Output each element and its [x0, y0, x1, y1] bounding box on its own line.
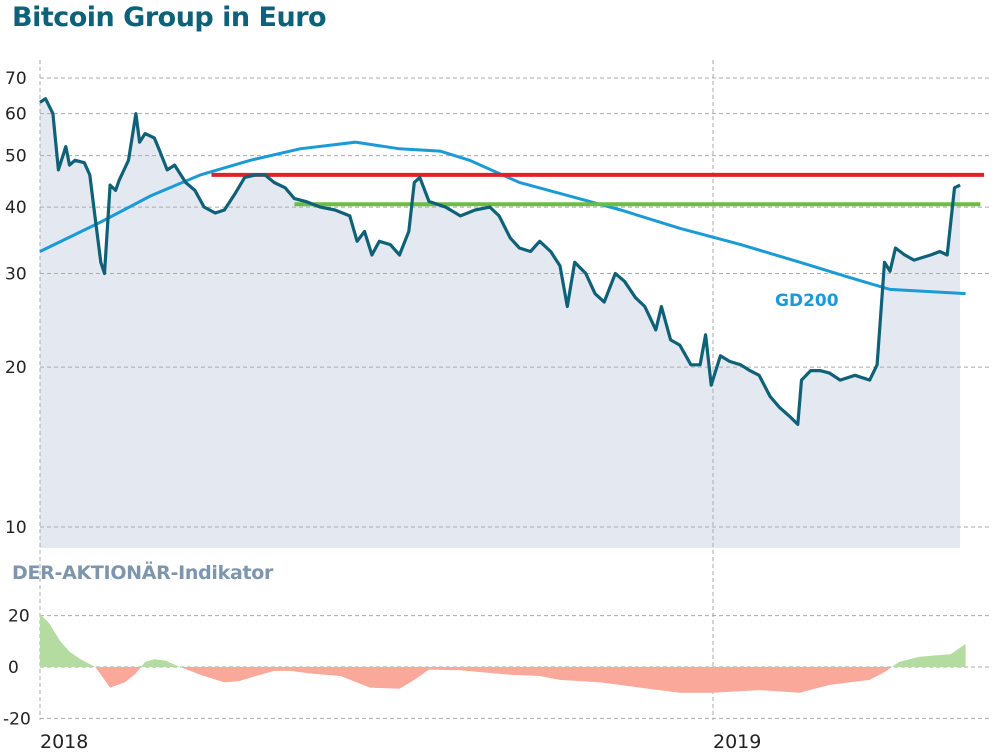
price-line: [39, 97, 961, 426]
indicator-y-tick-label: -20: [3, 709, 31, 729]
indicator-y-tick-label: 0: [8, 658, 19, 678]
price-y-tick-label: 30: [5, 265, 27, 285]
price-y-tick-label: 20: [5, 358, 27, 378]
price-y-tick-label: 50: [5, 147, 27, 167]
price-y-tick-label: 10: [5, 518, 27, 538]
gd200-line: [39, 140, 966, 296]
chart-title: Bitcoin Group in Euro: [12, 2, 327, 33]
gd200-label: GD200: [775, 291, 839, 311]
price-area: [40, 98, 961, 548]
indicator-y-tick-label: 20: [8, 607, 30, 627]
x-tick-label: 2018: [40, 731, 88, 753]
indicator-title: DER-AKTIONÄR-Indikator: [12, 562, 274, 584]
indicator-negative-area: [40, 667, 966, 693]
price-y-tick-label: 70: [5, 69, 27, 89]
price-y-tick-label: 60: [5, 105, 27, 125]
price-y-tick-label: 40: [5, 198, 27, 218]
x-tick-label: 2019: [713, 731, 761, 753]
